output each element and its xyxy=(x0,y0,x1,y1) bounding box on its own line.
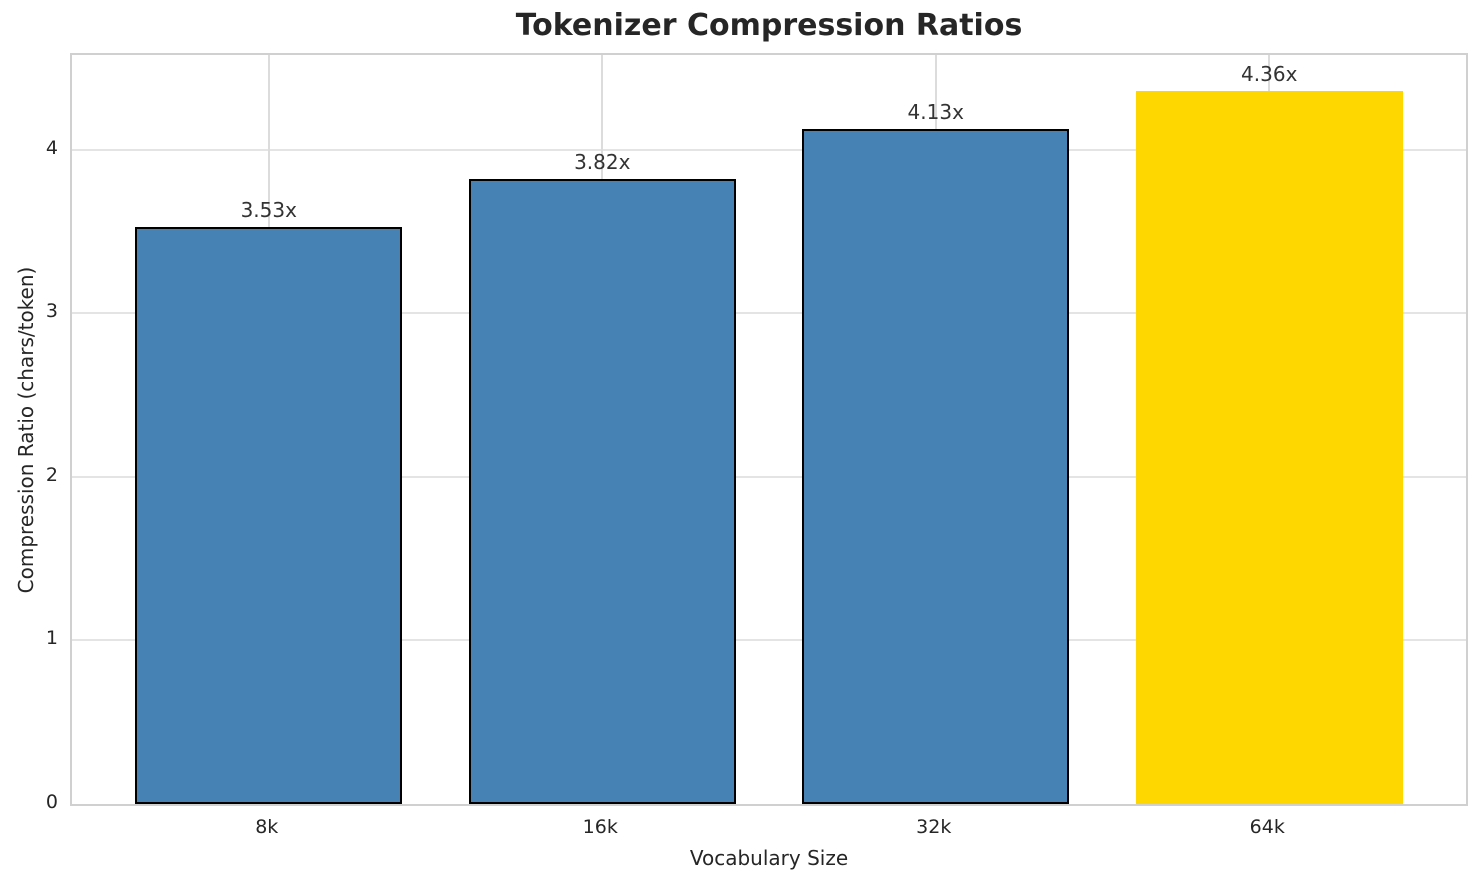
y-tick-label: 3 xyxy=(45,300,58,323)
y-tick-label: 1 xyxy=(45,627,58,650)
bar-64k xyxy=(1135,90,1403,804)
h-gridline xyxy=(72,148,1466,151)
bar-16k xyxy=(468,179,736,804)
x-tick-label-32k: 32k xyxy=(916,816,952,838)
plot-area: 3.53x 3.82x 4.13x 4.36x xyxy=(70,53,1468,806)
x-tick-label-8k: 8k xyxy=(255,816,279,838)
y-tick-label: 0 xyxy=(45,791,58,813)
y-axis-label-text: Compression Ratio (chars/token) xyxy=(14,266,38,594)
h-gridline xyxy=(72,475,1466,478)
x-tick-label-64k: 64k xyxy=(1249,816,1285,838)
y-tick-label: 2 xyxy=(45,463,58,486)
y-tick-label: 4 xyxy=(45,136,58,159)
x-tick-label-16k: 16k xyxy=(582,816,618,838)
bar-value-label: 3.53x xyxy=(240,197,297,222)
bar-32k xyxy=(802,128,1070,804)
chart-title: Tokenizer Compression Ratios xyxy=(515,8,1023,43)
x-axis-label: Vocabulary Size xyxy=(689,846,849,870)
h-gridline xyxy=(72,639,1466,642)
bar-value-label: 3.82x xyxy=(574,150,631,175)
bar-8k xyxy=(135,226,403,804)
bar-value-label: 4.36x xyxy=(1241,61,1298,86)
bar-value-label: 4.13x xyxy=(907,99,964,124)
h-gridline xyxy=(72,312,1466,315)
